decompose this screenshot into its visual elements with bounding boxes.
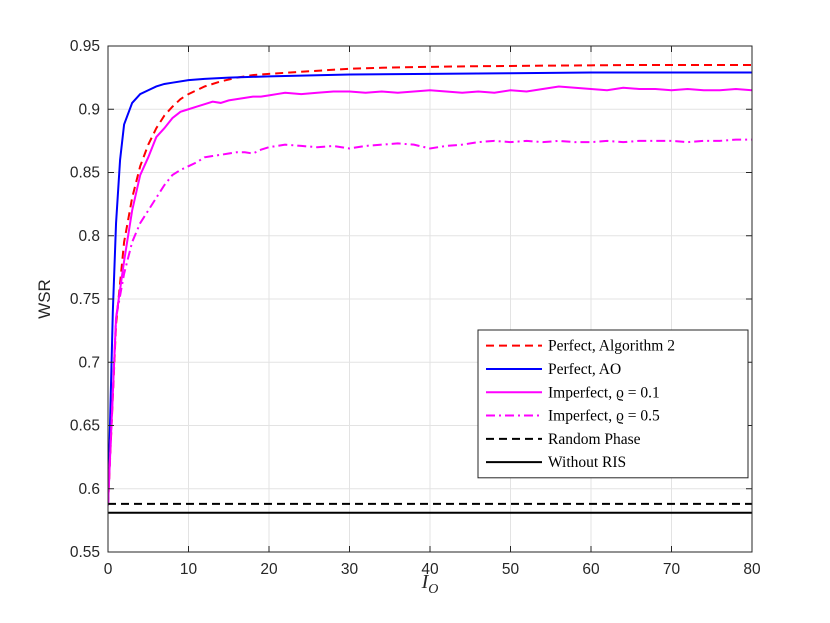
- y-tick-label: 0.65: [70, 418, 100, 435]
- legend-entry: Perfect, Algorithm 2: [548, 338, 675, 355]
- x-tick-label: 70: [663, 561, 681, 578]
- legend-entry: Imperfect, ϱ = 0.1: [548, 384, 660, 401]
- series-line-1: [108, 63, 752, 506]
- axis-ticks: 0 10 20 30 40 50 60 70 80 0.55 0.6 0.65 0.7 0.75 0.8 0.…: [70, 38, 761, 578]
- y-tick-label: 0.55: [70, 544, 100, 561]
- series-line-4: [108, 138, 752, 506]
- x-tick-label: 20: [260, 561, 278, 578]
- x-tick-label: 0: [104, 561, 113, 578]
- legend: Perfect, Algorithm 2 Perfect, AO Imperfect…: [477, 329, 749, 479]
- series-line-3: [108, 85, 752, 506]
- series-lines: [108, 63, 752, 514]
- series-line-2: [108, 71, 752, 506]
- y-tick-label: 0.6: [78, 481, 100, 498]
- x-tick-label: 60: [582, 561, 600, 578]
- y-tick-label: 0.8: [78, 228, 100, 245]
- x-tick-label: 30: [341, 561, 359, 578]
- y-tick-label: 0.85: [70, 165, 100, 182]
- legend-entry: Perfect, AO: [548, 361, 621, 378]
- x-tick-label: 50: [502, 561, 520, 578]
- x-tick-label: 40: [421, 561, 439, 578]
- y-axis-label: WSR: [35, 279, 54, 319]
- y-tick-label: 0.7: [78, 354, 100, 371]
- legend-entry: Without RIS: [548, 454, 626, 471]
- legend-entry: Imperfect, ϱ = 0.5: [548, 408, 660, 425]
- x-axis-label: IO: [421, 571, 439, 597]
- y-tick-label: 0.75: [70, 291, 100, 308]
- x-axis-label-subscript: O: [428, 582, 438, 597]
- x-tick-label: 10: [180, 561, 198, 578]
- legend-box: [477, 329, 749, 479]
- legend-entry: Random Phase: [548, 431, 641, 448]
- y-tick-label: 0.9: [78, 101, 100, 118]
- y-tick-label: 0.95: [70, 38, 100, 55]
- x-axis-label-main: I: [421, 571, 430, 593]
- x-tick-label: 80: [743, 561, 761, 578]
